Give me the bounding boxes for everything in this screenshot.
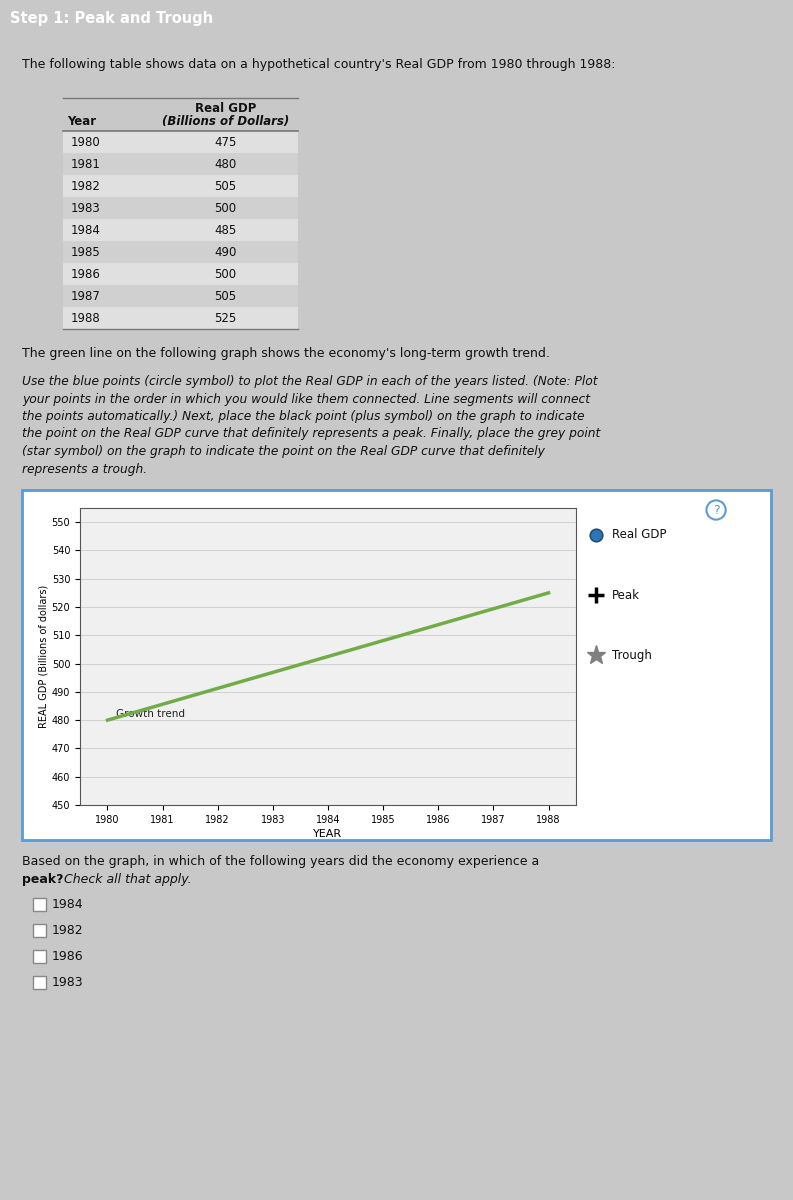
- X-axis label: YEAR: YEAR: [313, 829, 343, 839]
- Text: The following table shows data on a hypothetical country's Real GDP from 1980 th: The following table shows data on a hypo…: [22, 58, 615, 71]
- Text: Step 1: Peak and Trough: Step 1: Peak and Trough: [10, 11, 213, 25]
- Text: peak?: peak?: [22, 874, 63, 886]
- Text: 1985: 1985: [71, 246, 101, 258]
- Text: Real GDP: Real GDP: [612, 528, 667, 541]
- Bar: [63, 152, 298, 175]
- Text: Growth trend: Growth trend: [116, 709, 185, 719]
- Text: 1982: 1982: [52, 924, 83, 937]
- Bar: [63, 263, 298, 284]
- Text: 1987: 1987: [71, 289, 101, 302]
- Text: 500: 500: [214, 202, 236, 215]
- Text: 490: 490: [214, 246, 236, 258]
- Text: 505: 505: [214, 289, 236, 302]
- Bar: [63, 307, 298, 329]
- Text: 525: 525: [214, 312, 236, 324]
- Text: 1983: 1983: [52, 977, 83, 990]
- Text: 500: 500: [214, 268, 236, 281]
- Text: Trough: Trough: [612, 648, 652, 661]
- Text: 1986: 1986: [52, 950, 83, 964]
- Text: 1982: 1982: [71, 180, 101, 192]
- Text: 485: 485: [214, 223, 236, 236]
- Text: 475: 475: [214, 136, 236, 149]
- Text: 1986: 1986: [71, 268, 101, 281]
- Bar: [63, 131, 298, 152]
- Text: 1984: 1984: [52, 899, 83, 912]
- Text: Based on the graph, in which of the following years did the economy experience a: Based on the graph, in which of the foll…: [22, 854, 539, 868]
- Bar: [33, 898, 46, 911]
- Y-axis label: REAL GDP (Billions of dollars): REAL GDP (Billions of dollars): [39, 584, 49, 728]
- Bar: [33, 950, 46, 962]
- Text: 1988: 1988: [71, 312, 101, 324]
- Text: Peak: Peak: [612, 588, 640, 601]
- Text: 1981: 1981: [71, 157, 101, 170]
- Text: (Billions of Dollars): (Billions of Dollars): [162, 115, 289, 128]
- Text: ?: ?: [713, 504, 719, 516]
- Text: 1983: 1983: [71, 202, 101, 215]
- Bar: [63, 175, 298, 197]
- Text: 1984: 1984: [71, 223, 101, 236]
- Bar: [63, 241, 298, 263]
- Bar: [22, 490, 771, 840]
- Text: 505: 505: [214, 180, 236, 192]
- Bar: [63, 218, 298, 241]
- Text: The green line on the following graph shows the economy's long-term growth trend: The green line on the following graph sh…: [22, 347, 550, 360]
- Text: 480: 480: [214, 157, 236, 170]
- Text: Use the blue points (circle symbol) to plot the Real GDP in each of the years li: Use the blue points (circle symbol) to p…: [22, 374, 600, 475]
- Bar: [63, 197, 298, 218]
- Text: 1980: 1980: [71, 136, 101, 149]
- Bar: [33, 976, 46, 989]
- Text: Year: Year: [67, 115, 96, 128]
- Bar: [63, 284, 298, 307]
- Text: Check all that apply.: Check all that apply.: [60, 874, 192, 886]
- Text: Real GDP: Real GDP: [195, 102, 256, 115]
- Bar: [33, 924, 46, 937]
